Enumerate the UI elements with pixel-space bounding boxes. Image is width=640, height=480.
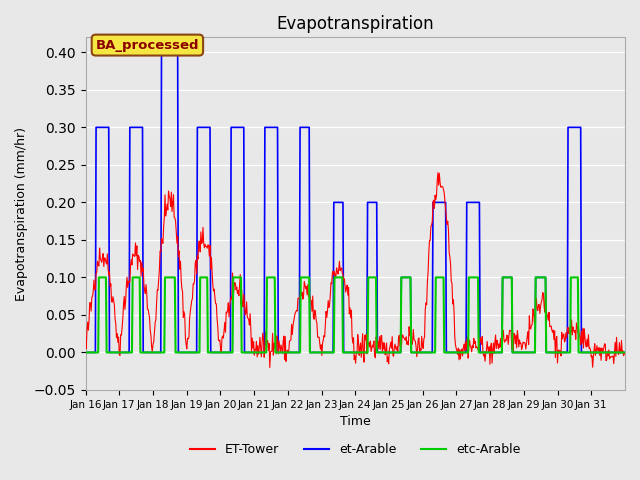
Legend: ET-Tower, et-Arable, etc-Arable: ET-Tower, et-Arable, etc-Arable bbox=[185, 438, 526, 461]
Text: BA_processed: BA_processed bbox=[95, 38, 199, 51]
Title: Evapotranspiration: Evapotranspiration bbox=[276, 15, 434, 33]
Y-axis label: Evapotranspiration (mm/hr): Evapotranspiration (mm/hr) bbox=[15, 127, 28, 300]
X-axis label: Time: Time bbox=[340, 415, 371, 428]
